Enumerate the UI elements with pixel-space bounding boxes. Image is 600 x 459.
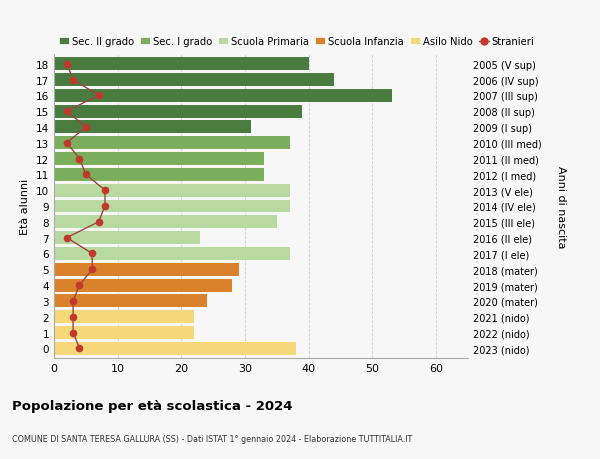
Text: Popolazione per età scolastica - 2024: Popolazione per età scolastica - 2024: [12, 399, 293, 412]
Bar: [54, 247, 290, 260]
Bar: [54, 311, 194, 324]
Bar: [54, 326, 194, 339]
Bar: [54, 153, 264, 166]
Bar: [54, 90, 392, 102]
Bar: [54, 295, 207, 308]
Bar: [54, 263, 239, 276]
Bar: [54, 185, 290, 197]
Bar: [54, 168, 264, 181]
Text: COMUNE DI SANTA TERESA GALLURA (SS) - Dati ISTAT 1° gennaio 2024 - Elaborazione : COMUNE DI SANTA TERESA GALLURA (SS) - Da…: [12, 434, 412, 443]
Bar: [54, 342, 296, 355]
Bar: [54, 279, 232, 292]
Bar: [54, 121, 251, 134]
Bar: [54, 58, 309, 71]
Bar: [54, 137, 290, 150]
Bar: [54, 216, 277, 229]
Bar: [54, 232, 200, 245]
Legend: Sec. II grado, Sec. I grado, Scuola Primaria, Scuola Infanzia, Asilo Nido, Stran: Sec. II grado, Sec. I grado, Scuola Prim…: [59, 37, 535, 47]
Y-axis label: Età alunni: Età alunni: [20, 179, 31, 235]
Bar: [54, 106, 302, 118]
Bar: [54, 74, 334, 87]
Y-axis label: Anni di nascita: Anni di nascita: [556, 165, 566, 248]
Bar: [54, 200, 290, 213]
